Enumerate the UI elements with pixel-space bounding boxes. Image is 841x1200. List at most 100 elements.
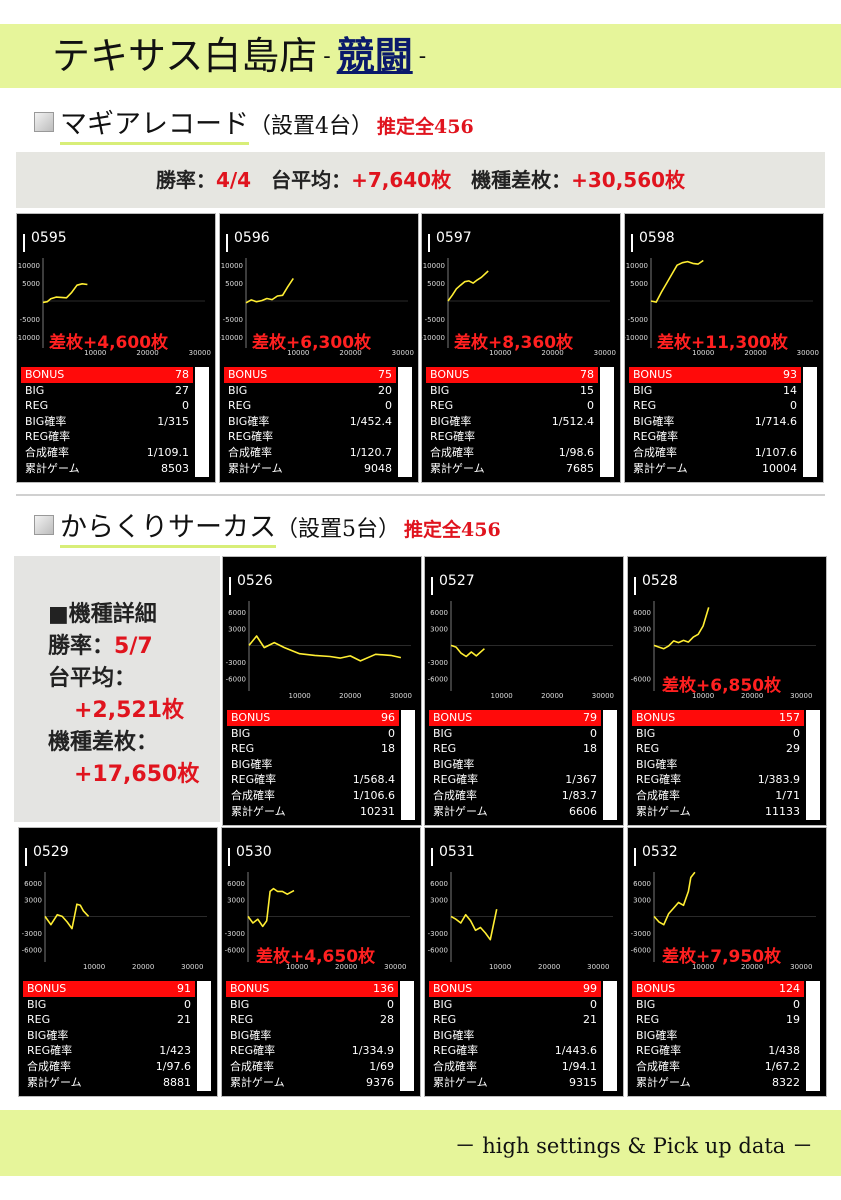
- stat-value: 157: [779, 711, 800, 724]
- stat-label: BIG確率: [433, 757, 475, 771]
- x-tick-label: 30000: [181, 963, 203, 971]
- y-tick-label: -6000: [226, 676, 246, 684]
- stat-label: BONUS: [636, 982, 676, 995]
- machine-number: 0596: [234, 230, 270, 246]
- stat-row-games: 累計ゲーム 7685: [426, 461, 598, 477]
- stat-row-combined-rate: 合成確率 1/69: [226, 1059, 398, 1075]
- diff-label: 差枚+6,850枚: [662, 676, 782, 696]
- stat-label: 合成確率: [231, 788, 275, 802]
- stat-label: REG: [433, 1013, 457, 1027]
- y-tick-label: -6000: [631, 947, 651, 955]
- stat-row-combined-rate: 合成確率 1/83.7: [429, 788, 601, 804]
- stats-side-strip: [400, 981, 414, 1091]
- stat-row-reg-rate: REG確率 1/367: [429, 772, 601, 788]
- y-tick-label: 3000: [24, 897, 42, 905]
- stat-row-reg-rate: REG確率 1/438: [632, 1043, 804, 1059]
- stat-row-bonus: BONUS 136: [226, 981, 398, 997]
- id-marker: [229, 577, 231, 595]
- y-tick-label: 6000: [228, 609, 246, 617]
- stat-value: 18: [381, 742, 395, 756]
- stat-row-big-rate: BIG確率 1/315: [21, 414, 193, 430]
- machine-card-0598: 0598 10000 5000 -5000 -10000 10000 20000 30000 差…: [624, 213, 824, 483]
- id-marker: [228, 848, 230, 866]
- stat-row-big: BIG 0: [429, 726, 601, 742]
- stat-label: BIG: [228, 383, 248, 397]
- section2-title: からくりサーカス（設置5台） 推定全456: [34, 510, 501, 548]
- section-divider: [16, 494, 825, 496]
- machine-number: 0595: [31, 230, 67, 246]
- stat-label: 合成確率: [230, 1059, 274, 1073]
- section1-summary: 勝率：4/4 台平均：+7,640枚 機種差枚：+30,560枚: [16, 152, 825, 208]
- stat-row-reg-rate: REG確率 1/443.6: [429, 1043, 601, 1059]
- stat-value: 0: [388, 726, 395, 740]
- stat-label: 累計ゲーム: [433, 804, 488, 818]
- y-tick-label: -10000: [220, 334, 243, 342]
- stat-row-bonus: BONUS 96: [227, 710, 399, 726]
- section2-machine-name: からくりサーカス: [60, 512, 276, 548]
- stat-label: 累計ゲーム: [636, 1075, 691, 1089]
- x-tick-label: 20000: [741, 692, 763, 700]
- stat-row-games: 累計ゲーム 10231: [227, 804, 399, 820]
- y-tick-label: -5000: [425, 316, 445, 324]
- x-tick-label: 30000: [384, 963, 406, 971]
- details-total-value: +17,650枚: [74, 762, 200, 787]
- footer-band: [0, 1110, 841, 1176]
- x-tick-label: 10000: [84, 349, 106, 357]
- x-tick-label: 10000: [288, 692, 310, 700]
- stat-row-reg-rate: REG確率 1/568.4: [227, 772, 399, 788]
- stat-label: BIG確率: [27, 1028, 69, 1042]
- machine-card-0531: 0531 6000 3000 -3000 -6000 10000 20000 30000 BON…: [424, 827, 624, 1097]
- stat-label: 累計ゲーム: [25, 461, 80, 475]
- x-tick-label: 10000: [489, 963, 511, 971]
- section2-estimate: 推定全456: [404, 519, 501, 541]
- stat-value: 14: [783, 383, 797, 397]
- x-tick-label: 30000: [392, 349, 414, 357]
- stat-label: REG確率: [430, 430, 476, 444]
- details-total-label: 機種差枚：: [48, 730, 159, 755]
- stat-row-big-rate: BIG確率: [429, 757, 601, 773]
- stat-value: 78: [175, 368, 189, 381]
- section1-estimate: 推定全456: [377, 116, 474, 138]
- stat-row-reg: REG 21: [429, 1012, 601, 1028]
- id-marker: [631, 234, 633, 252]
- stat-row-games: 累計ゲーム 8881: [23, 1075, 195, 1091]
- stat-value: 1/67.2: [764, 1059, 800, 1073]
- stat-row-bonus: BONUS 75: [224, 367, 396, 383]
- series-line: [245, 277, 294, 304]
- stats-table: BONUS 78 BIG 27 REG 0 BIG確率 1/315 REG確率 合成確率 1/109…: [21, 367, 193, 476]
- stat-value: 0: [184, 997, 191, 1011]
- y-tick-label: 10000: [221, 262, 243, 270]
- stat-row-combined-rate: 合成確率 1/106.6: [227, 788, 399, 804]
- stat-row-big: BIG 0: [429, 997, 601, 1013]
- x-tick-label: 10000: [83, 963, 105, 971]
- slump-graph: 6000 3000 -3000 -6000 10000 20000 30000: [428, 601, 614, 700]
- machine-card-0527: 0527 6000 3000 -3000 -6000 10000 20000 30000 BON…: [424, 556, 624, 826]
- stat-row-big: BIG 0: [227, 726, 399, 742]
- stat-row-big: BIG 0: [23, 997, 195, 1013]
- total-label: 機種差枚：: [471, 168, 572, 192]
- stat-row-reg: REG 19: [632, 1012, 804, 1028]
- y-tick-label: 10000: [626, 262, 648, 270]
- stat-label: BONUS: [230, 982, 270, 995]
- diff-label: 差枚+4,650枚: [256, 947, 376, 967]
- machine-number: 0531: [439, 844, 475, 860]
- stat-row-reg-rate: REG確率: [629, 429, 801, 445]
- slump-graph: 6000 3000 -3000 -6000 10000 20000 30000: [428, 872, 613, 971]
- slump-graph: 10000 5000 -5000 -10000 10000 20000 30000: [625, 258, 819, 357]
- stats-side-strip: [603, 710, 617, 820]
- stat-value: 0: [590, 726, 597, 740]
- details-avg-label: 台平均：: [48, 666, 137, 691]
- slump-graph: 6000 3000 -6000 10000 20000 30000: [631, 601, 816, 700]
- details-avg-value: +2,521枚: [74, 698, 185, 723]
- stat-label: REG: [228, 399, 252, 413]
- diff-label: 差枚+7,950枚: [662, 947, 782, 967]
- page-title: テキサス白島店 - 競闘 -: [52, 28, 432, 85]
- stat-value: 136: [373, 982, 394, 995]
- y-tick-label: -5000: [628, 316, 648, 324]
- stat-value: 93: [783, 368, 797, 381]
- footer-text: － high settings & Pick up data －: [454, 1134, 813, 1158]
- stat-label: 累計ゲーム: [228, 461, 283, 475]
- x-tick-label: 10000: [490, 692, 512, 700]
- win-rate-label: 勝率：: [155, 168, 216, 192]
- stat-value: 0: [385, 399, 392, 413]
